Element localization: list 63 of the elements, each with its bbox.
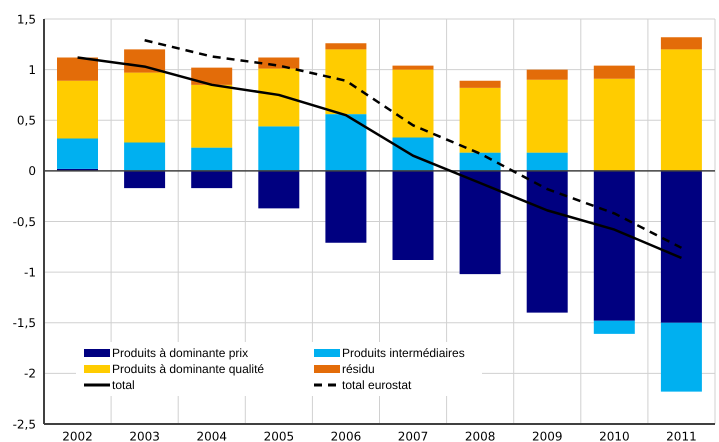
bar: [460, 88, 501, 153]
bar: [392, 170, 434, 260]
bar: [594, 66, 635, 79]
legend-label: Produits intermédiaires: [342, 346, 465, 360]
bar: [191, 68, 232, 85]
bar: [57, 138, 98, 169]
y-tick-label: -1,5: [12, 316, 36, 330]
bar: [191, 84, 232, 148]
bar: [594, 78, 635, 171]
bar: [392, 66, 434, 70]
bar: [660, 49, 702, 171]
x-tick-label: 2003: [129, 430, 160, 442]
bar: [325, 49, 366, 114]
legend-label: total: [112, 378, 135, 392]
y-tick-label: -1: [24, 265, 36, 280]
bar: [191, 170, 232, 188]
bar: [124, 170, 166, 188]
y-tick-label: 0: [28, 164, 36, 178]
bar: [660, 322, 702, 392]
bar: [325, 170, 366, 243]
bar: [325, 114, 366, 171]
bar: [460, 170, 501, 274]
y-tick-label: -0,5: [12, 214, 36, 229]
bar: [258, 126, 300, 171]
bar: [191, 148, 232, 171]
legend-label: Produits à dominante qualité: [112, 362, 264, 376]
bar: [460, 152, 501, 171]
x-tick-label: 2005: [264, 430, 294, 442]
bar: [526, 152, 568, 171]
x-tick-label: 2002: [62, 430, 93, 442]
x-tick-label: 2011: [666, 430, 697, 442]
x-tick-label: 2010: [599, 430, 630, 442]
x-tick-label: 2004: [196, 430, 228, 442]
bar: [526, 80, 568, 153]
legend-label: Produits à dominante prix: [112, 346, 248, 360]
bar: [460, 80, 501, 88]
bar: [57, 57, 98, 81]
line-series: [143, 39, 683, 250]
line-series: [76, 56, 683, 260]
y-tick-label: 0,5: [16, 114, 36, 128]
y-tick-label: -2,5: [12, 417, 36, 432]
x-tick-label: 2006: [330, 430, 362, 442]
bar: [392, 70, 434, 138]
bar: [124, 72, 166, 143]
bar: [526, 170, 568, 313]
bar: [124, 142, 166, 171]
bar: [594, 170, 635, 321]
x-tick-label: 2008: [464, 430, 496, 442]
legend-label: résidu: [342, 362, 375, 376]
bar: [57, 80, 98, 138]
bar: [258, 170, 300, 208]
bar: [258, 68, 300, 126]
bar: [594, 320, 635, 334]
bar: [660, 170, 702, 323]
x-tick-label: 2007: [398, 430, 428, 442]
bar: [660, 37, 702, 50]
y-tick-label: 1: [28, 62, 36, 77]
bar: [526, 70, 568, 80]
y-tick-label: -2: [24, 366, 36, 381]
bar: [325, 43, 366, 50]
legend-label: total eurostat: [342, 378, 412, 392]
x-tick-label: 2009: [532, 430, 563, 442]
y-tick-label: 1,5: [16, 12, 36, 26]
